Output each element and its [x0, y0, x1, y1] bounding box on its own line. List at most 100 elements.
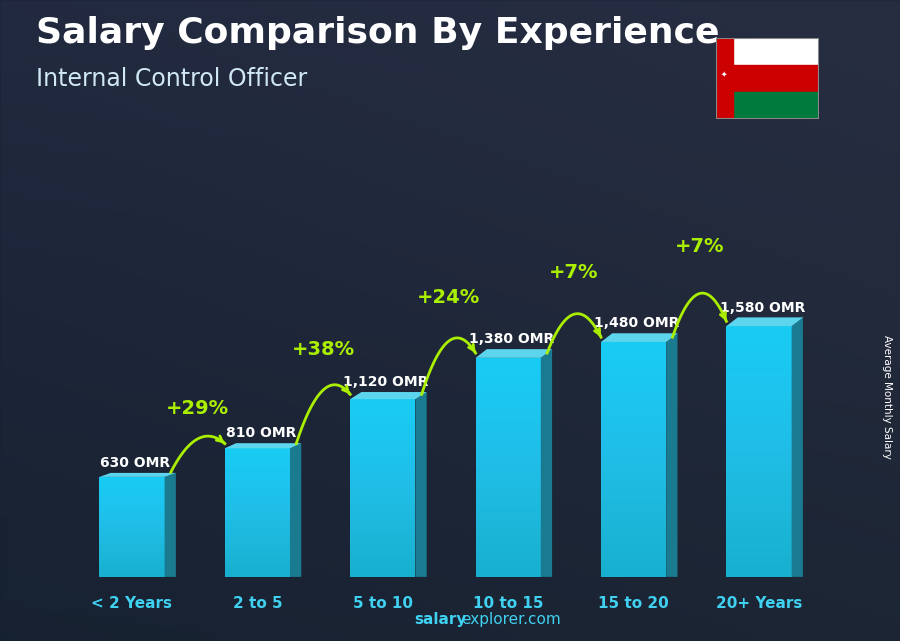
Bar	[225, 543, 290, 545]
Bar	[726, 439, 792, 443]
Bar	[350, 479, 416, 482]
Bar	[726, 464, 792, 468]
Bar	[225, 536, 290, 538]
Bar	[225, 474, 290, 476]
Bar	[475, 540, 541, 544]
Bar	[99, 544, 165, 545]
Bar	[726, 481, 792, 485]
Text: Salary Comparison By Experience: Salary Comparison By Experience	[36, 16, 719, 50]
Bar	[350, 524, 416, 526]
Bar	[99, 563, 165, 565]
Bar	[350, 565, 416, 568]
Polygon shape	[99, 473, 176, 477]
Bar	[726, 510, 792, 514]
Bar	[350, 506, 416, 509]
Bar	[726, 519, 792, 522]
Bar	[225, 560, 290, 562]
Bar	[225, 562, 290, 564]
Bar	[601, 573, 666, 577]
Bar	[99, 557, 165, 558]
Bar	[99, 499, 165, 500]
Text: +29%: +29%	[166, 399, 230, 418]
Bar	[475, 522, 541, 526]
Bar	[350, 526, 416, 529]
Bar	[726, 360, 792, 363]
Bar	[726, 447, 792, 451]
Bar	[475, 431, 541, 435]
Bar	[350, 432, 416, 435]
Bar	[601, 483, 666, 487]
Bar	[475, 533, 541, 537]
Bar	[350, 547, 416, 550]
Bar	[99, 490, 165, 492]
Bar	[99, 507, 165, 508]
Bar	[601, 436, 666, 440]
Bar	[99, 510, 165, 512]
Text: 1,580 OMR: 1,580 OMR	[720, 301, 806, 315]
Bar	[475, 482, 541, 486]
Bar	[225, 481, 290, 483]
Bar	[350, 556, 416, 559]
Bar	[601, 401, 666, 404]
Bar	[601, 503, 666, 506]
Bar	[225, 453, 290, 454]
Bar	[601, 342, 666, 346]
Bar	[601, 393, 666, 397]
Bar	[601, 479, 666, 483]
Bar	[350, 444, 416, 447]
Polygon shape	[601, 333, 678, 342]
Polygon shape	[350, 392, 427, 399]
Bar	[726, 418, 792, 422]
Bar	[475, 453, 541, 456]
Bar	[475, 566, 541, 570]
Bar	[99, 494, 165, 495]
Bar	[475, 435, 541, 438]
Bar	[726, 451, 792, 456]
Bar	[475, 529, 541, 533]
Bar	[601, 514, 666, 518]
Bar	[475, 372, 541, 376]
Bar	[99, 569, 165, 570]
Bar	[726, 502, 792, 506]
Polygon shape	[475, 349, 552, 358]
Bar	[601, 362, 666, 365]
Bar	[99, 562, 165, 563]
Bar	[726, 456, 792, 460]
Bar	[225, 461, 290, 463]
Bar	[726, 443, 792, 447]
Bar	[225, 448, 290, 451]
Text: Average Monthly Salary: Average Monthly Salary	[881, 335, 892, 460]
Bar	[350, 423, 416, 426]
Bar	[225, 510, 290, 513]
Bar	[601, 562, 666, 565]
Bar	[350, 550, 416, 553]
Bar	[99, 535, 165, 537]
Bar	[475, 573, 541, 577]
Bar	[225, 476, 290, 478]
Bar	[601, 408, 666, 412]
Bar	[99, 575, 165, 577]
Bar	[99, 560, 165, 562]
Bar	[733, 65, 819, 92]
Bar	[475, 559, 541, 562]
Bar	[475, 438, 541, 442]
Bar	[475, 365, 541, 369]
Bar	[475, 551, 541, 555]
Bar	[475, 478, 541, 482]
Bar	[475, 547, 541, 551]
Bar	[99, 540, 165, 542]
Bar	[225, 572, 290, 575]
Bar	[99, 505, 165, 507]
Polygon shape	[165, 473, 176, 577]
Bar	[601, 373, 666, 377]
Bar	[350, 429, 416, 432]
Bar	[350, 482, 416, 485]
Bar	[225, 540, 290, 543]
Bar	[225, 508, 290, 510]
Bar	[475, 424, 541, 427]
Bar	[99, 529, 165, 530]
Bar	[475, 445, 541, 449]
Bar	[225, 454, 290, 457]
Bar	[726, 401, 792, 406]
Bar	[726, 468, 792, 472]
